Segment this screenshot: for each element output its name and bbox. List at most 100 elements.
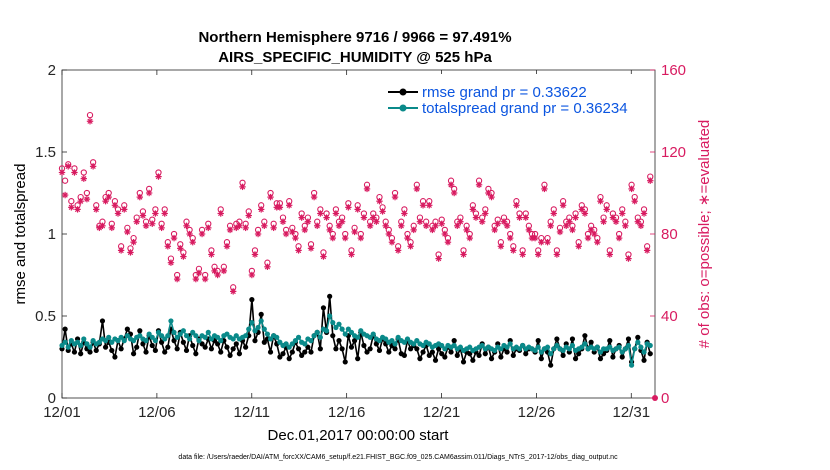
- evaluated-point: [472, 214, 480, 221]
- evaluated-point-stroke: [227, 227, 233, 233]
- evaluated-point: [211, 267, 218, 275]
- evaluated-point-stroke: [177, 245, 183, 252]
- evaluated-point: [426, 202, 433, 209]
- totalspread-point: [551, 346, 557, 352]
- evaluated-point-stroke: [432, 223, 439, 229]
- evaluated-point: [647, 177, 654, 184]
- evaluated-point-stroke: [622, 223, 629, 229]
- evaluated-point-stroke: [59, 169, 65, 176]
- evaluated-point-stroke: [607, 251, 613, 258]
- series-layer: [58, 111, 658, 401]
- evaluated-point-stroke: [317, 210, 323, 217]
- x-tick-label: 12/16: [328, 404, 366, 421]
- evaluated-point-stroke: [386, 231, 392, 237]
- rmse-point: [140, 341, 146, 347]
- evaluated-point-stroke: [616, 235, 622, 241]
- x-axis-label: Dec.01,2017 00:00:00 start: [268, 427, 450, 444]
- evaluated-point: [292, 234, 299, 242]
- x-tick-label: 12/11: [234, 404, 270, 421]
- evaluated-point: [229, 288, 237, 295]
- rmse-point: [647, 351, 653, 357]
- totalspread-point: [308, 338, 314, 344]
- evaluated-point: [65, 163, 72, 170]
- evaluated-point: [121, 206, 128, 213]
- evaluated-point: [559, 202, 567, 209]
- evaluated-point-stroke: [557, 229, 563, 235]
- evaluated-point: [488, 193, 495, 201]
- totalspread-point: [492, 347, 498, 354]
- evaluated-point: [637, 222, 645, 229]
- evaluated-point-stroke: [202, 276, 208, 282]
- totalspread-point: [389, 338, 395, 344]
- evaluated-point-stroke: [146, 190, 152, 196]
- totalspread-point: [109, 339, 115, 345]
- evaluated-point: [503, 222, 511, 229]
- totalspread-point: [532, 347, 538, 354]
- rmse-point: [215, 341, 221, 347]
- x-tick-label: 12/06: [138, 404, 176, 421]
- x-tick-label: 12/21: [423, 404, 461, 421]
- evaluated-point: [584, 234, 592, 242]
- evaluated-point-stroke: [355, 206, 361, 213]
- totalspread-point: [641, 349, 647, 355]
- totalspread-point: [317, 334, 323, 340]
- evaluated-point-stroke: [389, 239, 395, 245]
- evaluated-point: [385, 230, 393, 238]
- totalspread-point: [647, 342, 653, 349]
- rmse-point: [582, 333, 588, 339]
- totalspread-point: [62, 339, 68, 345]
- evaluated-point-stroke: [414, 186, 420, 192]
- evaluated-point-stroke: [523, 214, 529, 221]
- totalspread-point: [137, 333, 143, 339]
- evaluated-point: [68, 204, 75, 211]
- evaluated-point: [320, 253, 327, 260]
- evaluated-point: [208, 251, 215, 258]
- totalspread-point: [118, 334, 124, 340]
- evaluated-point: [553, 251, 561, 258]
- evaluated-point: [317, 210, 324, 217]
- rmse-point: [442, 354, 448, 360]
- totalspread-point: [177, 331, 183, 337]
- evaluated-point-stroke: [115, 210, 121, 217]
- possible-point: [83, 189, 91, 197]
- evaluated-point-stroke: [336, 223, 342, 229]
- evaluated-point-stroke: [619, 210, 625, 217]
- totalspread-point: [180, 328, 186, 334]
- legend-label-rmse: rmse grand pr = 0.33622: [422, 84, 587, 101]
- rmse-point: [102, 344, 109, 350]
- evaluated-point-stroke: [134, 219, 140, 225]
- rmse-point: [218, 349, 224, 355]
- evaluated-point: [634, 218, 642, 225]
- evaluated-point-stroke: [448, 182, 454, 188]
- evaluated-point: [155, 173, 162, 180]
- evaluated-point-stroke: [488, 194, 495, 200]
- rmse-point: [109, 347, 115, 354]
- evaluated-point-stroke: [526, 227, 532, 233]
- evaluated-point-stroke: [140, 212, 146, 219]
- evaluated-point-stroke: [513, 202, 520, 208]
- evaluated-point: [482, 210, 489, 217]
- evaluated-point-stroke: [647, 178, 653, 184]
- rmse-point: [351, 338, 358, 344]
- evaluated-point: [136, 193, 144, 201]
- totalspread-point: [566, 346, 572, 352]
- totalspread-point: [215, 334, 221, 340]
- evaluated-point: [366, 222, 374, 229]
- legend-label-totalspread: totalspread grand pr = 0.36234: [422, 100, 628, 117]
- totalspread-point: [401, 339, 407, 345]
- evaluated-point-stroke: [351, 229, 358, 235]
- rmse-point: [327, 293, 333, 299]
- series-totalspread: [59, 313, 653, 368]
- evaluated-point: [357, 234, 364, 242]
- evaluated-point: [535, 251, 542, 258]
- totalspread-point: [261, 326, 267, 332]
- y-axis-ticks: 0 0.5 1 1.5 2: [35, 62, 67, 407]
- rmse-point: [289, 349, 295, 355]
- evaluated-point-stroke: [196, 270, 202, 276]
- totalspread-point: [302, 341, 308, 347]
- evaluated-point-stroke: [258, 206, 264, 213]
- evaluated-point-stroke: [551, 210, 557, 217]
- evaluated-point: [379, 208, 386, 215]
- legend-box: [383, 74, 653, 116]
- evaluated-point: [404, 234, 411, 242]
